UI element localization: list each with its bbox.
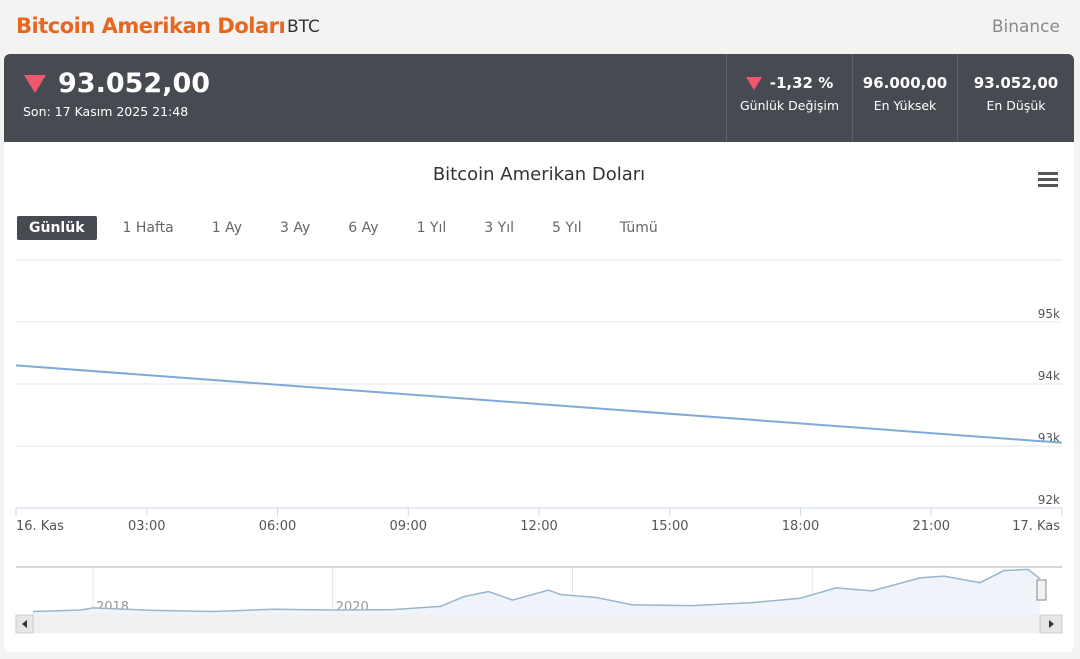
range-button[interactable]: 1 Hafta: [122, 220, 174, 236]
stat-label: En Düşük: [986, 98, 1046, 113]
range-button[interactable]: Tümü: [619, 220, 658, 236]
down-arrow-icon: [24, 74, 46, 93]
range-button[interactable]: 1 Yıl: [416, 220, 447, 236]
x-tick-label: 09:00: [390, 519, 427, 534]
stat-value: 96.000,00: [862, 74, 948, 92]
y-tick-label: 95k: [1038, 307, 1060, 321]
price-value: 93.052,00: [58, 68, 211, 99]
page-title: Bitcoin Amerikan Doları: [16, 14, 286, 38]
x-tick-label: 15:00: [651, 519, 688, 534]
y-tick-label: 92k: [1038, 493, 1060, 507]
stat-high: 96.000,00 En Yüksek: [852, 54, 957, 142]
chart-title: Bitcoin Amerikan Doları: [432, 164, 646, 185]
symbol: BTC: [287, 17, 320, 37]
range-button[interactable]: 3 Yıl: [484, 220, 514, 236]
x-tick-label: 17. Kas: [1012, 519, 1060, 534]
quote-panel: 93.052,00 Son: 17 Kasım 2025 21:48 -1,32…: [4, 54, 1074, 142]
x-tick-label: 16. Kas: [16, 519, 64, 534]
stat-label: Günlük Değişim: [739, 98, 840, 113]
stat-daily-change: -1,32 % Günlük Değişim: [726, 54, 852, 142]
x-tick-label: 18:00: [782, 519, 819, 534]
range-button[interactable]: Günlük: [17, 216, 97, 240]
x-tick-label: 12:00: [520, 519, 557, 534]
range-selector: Günlük 1 Hafta 1 Ay 3 Ay 6 Ay 1 Yıl 3 Yıl 5 Yıl…: [17, 216, 684, 240]
stat-low: 93.052,00 En Düşük: [957, 54, 1074, 142]
stat-value: 93.052,00: [973, 74, 1059, 92]
y-tick-label: 94k: [1038, 369, 1060, 383]
x-tick-label: 21:00: [913, 519, 950, 534]
range-button[interactable]: 3 Ay: [280, 220, 311, 236]
last-update: Son: 17 Kasım 2025 21:48: [23, 104, 189, 119]
x-tick-label: 06:00: [259, 519, 296, 534]
range-button[interactable]: 1 Ay: [211, 220, 243, 236]
navigator-line: [32, 568, 1041, 613]
x-tick-label: 03:00: [128, 519, 165, 534]
navigator-handle: [1036, 579, 1047, 601]
down-arrow-icon: [745, 76, 762, 90]
arrow-right-icon: [1049, 620, 1054, 628]
hamburger-icon[interactable]: [1038, 172, 1058, 190]
navigator-area: [33, 569, 1040, 615]
price-line: [15, 364, 1063, 444]
stat-label: En Yüksek: [873, 98, 937, 113]
scrollbar-track[interactable]: [16, 615, 1062, 633]
price: 93.052,00: [24, 68, 210, 99]
stat-value: -1,32 %: [769, 74, 834, 92]
range-button[interactable]: 6 Ay: [348, 220, 379, 236]
arrow-left-icon: [22, 620, 27, 628]
source: Binance: [991, 17, 1060, 37]
range-button[interactable]: 5 Yıl: [551, 220, 582, 236]
